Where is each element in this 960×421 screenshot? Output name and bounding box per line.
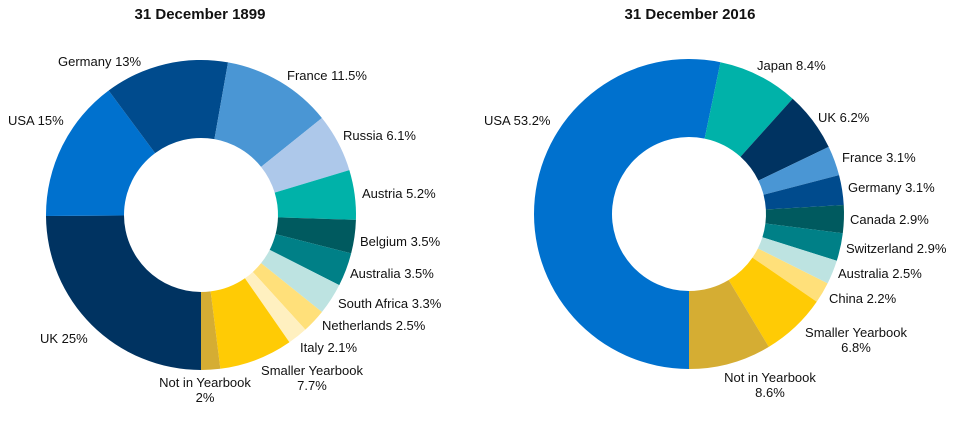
slice-label-2016-australia: Australia 2.5% <box>838 266 922 281</box>
slice-label-2016-france: France 3.1% <box>842 150 916 165</box>
slice-2016-japan <box>704 62 793 157</box>
slice-label-1899-usa: USA 15% <box>8 113 64 128</box>
slice-2016-smaller-yearbook <box>728 257 817 347</box>
slice-2016-not-in-yearbook <box>689 280 769 369</box>
slice-label-2016-canada: Canada 2.9% <box>850 212 929 227</box>
slice-label-1899-germany: Germany 13% <box>58 54 142 69</box>
slice-label-2016-usa: USA 53.2% <box>484 113 551 128</box>
slice-1899-not-in-yearbook <box>201 291 221 370</box>
slice-label-1899-smaller-yearbook: Smaller Yearbook 7.7% <box>261 363 363 393</box>
slice-2016-germany <box>763 175 844 210</box>
slice-label-2016-japan: Japan 8.4% <box>757 58 826 73</box>
slice-label-2016-china: China 2.2% <box>829 291 897 306</box>
slice-2016-australia <box>757 237 837 284</box>
slice-1899-france <box>214 62 322 167</box>
chart-title-1899: 31 December 1899 <box>134 6 266 23</box>
slice-2016-china <box>752 248 828 302</box>
slice-2016-switzerland <box>762 223 843 261</box>
slice-2016-canada <box>765 204 845 234</box>
slice-label-1899-italy: Italy 2.1% <box>300 340 358 355</box>
slice-1899-germany <box>108 60 229 154</box>
slice-label-1899-netherlands: Netherlands 2.5% <box>322 318 426 333</box>
slice-1899-netherlands <box>252 263 322 330</box>
chart-title-2016: 31 December 2016 <box>624 6 756 23</box>
slice-1899-italy <box>244 271 306 343</box>
slice-1899-austria <box>274 170 356 220</box>
slice-2016-france <box>758 146 840 195</box>
slice-label-1899-uk: UK 25% <box>40 331 88 346</box>
slice-1899-usa <box>46 90 156 216</box>
slice-label-2016-uk: UK 6.2% <box>818 110 870 125</box>
slice-label-2016-germany: Germany 3.1% <box>848 180 935 195</box>
slice-label-2016-switzerland: Switzerland 2.9% <box>846 241 947 256</box>
slice-label-1899-austria: Austria 5.2% <box>362 186 436 201</box>
slice-label-1899-belgium: Belgium 3.5% <box>360 234 441 249</box>
slice-label-1899-russia: Russia 6.1% <box>343 128 416 143</box>
slice-label-2016-smaller-yearbook: Smaller Yearbook 6.8% <box>805 325 907 355</box>
slice-1899-south-africa <box>261 249 340 312</box>
slice-1899-belgium <box>275 217 356 254</box>
slice-1899-uk <box>46 215 201 370</box>
slice-label-1899-south-africa: South Africa 3.3% <box>338 296 442 311</box>
slice-label-1899-australia: Australia 3.5% <box>350 266 434 281</box>
slice-1899-russia <box>261 118 350 193</box>
slice-label-1899-not-in-yearbook: Not in Yearbook 2% <box>159 375 251 405</box>
slice-1899-australia <box>269 234 352 286</box>
slice-2016-usa <box>533 58 721 369</box>
slice-label-1899-france: France 11.5% <box>287 68 367 83</box>
slice-1899-smaller-yearbook <box>210 278 290 369</box>
slice-label-2016-not-in-yearbook: Not in Yearbook 8.6% <box>724 370 816 400</box>
slice-2016-uk <box>740 98 829 181</box>
